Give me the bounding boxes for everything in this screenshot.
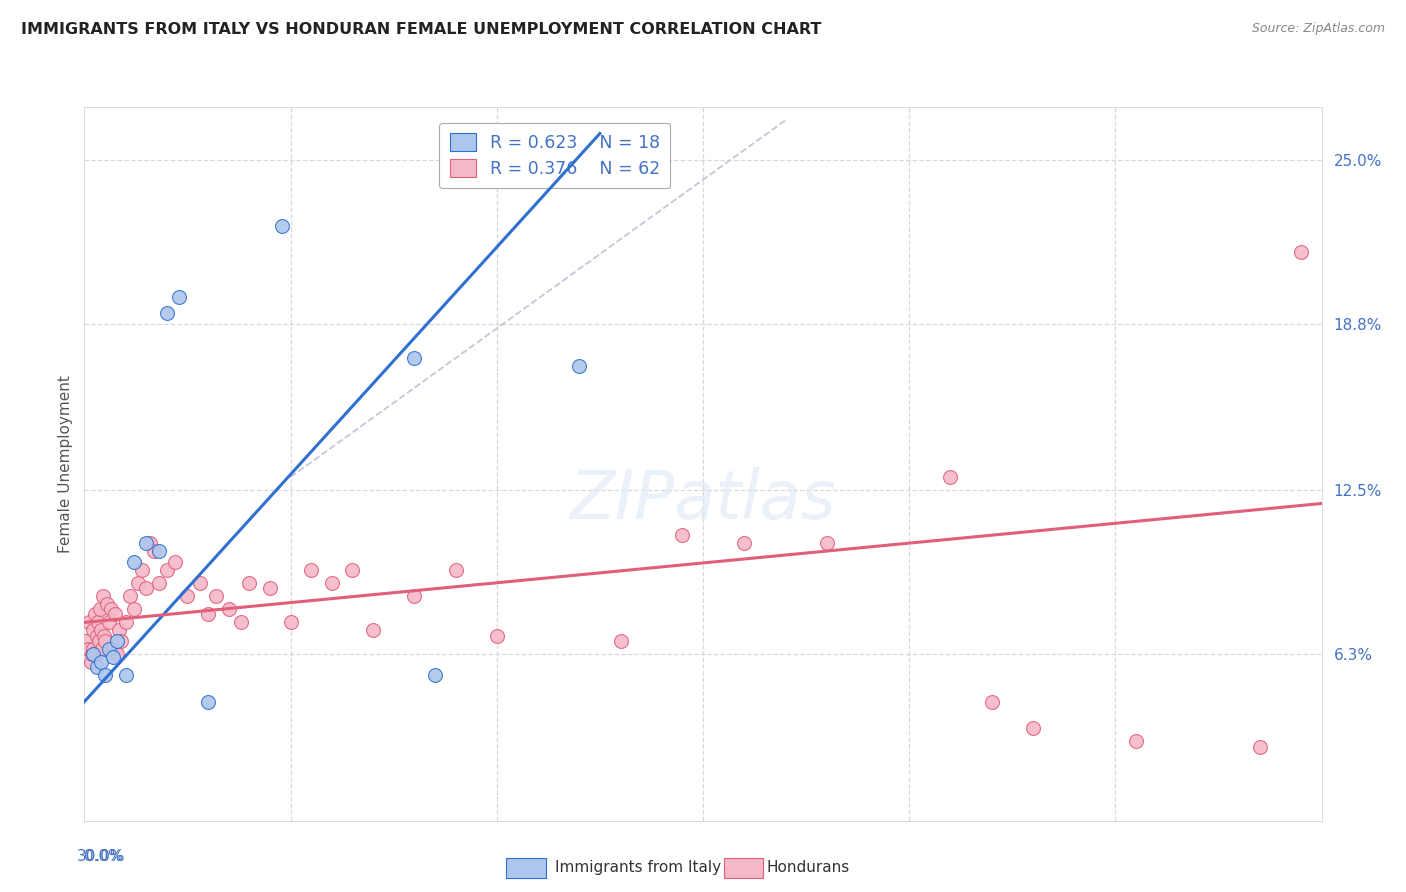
Point — [105, 634, 128, 648]
Point — [205, 589, 228, 603]
Point — [82, 647, 104, 661]
Point — [148, 544, 170, 558]
Y-axis label: Female Unemployment: Female Unemployment — [58, 375, 73, 553]
Legend: R = 0.623    N = 18, R = 0.376    N = 62: R = 0.623 N = 18, R = 0.376 N = 62 — [440, 123, 671, 188]
Point — [90, 655, 112, 669]
Point — [280, 615, 302, 630]
Point — [197, 695, 219, 709]
Point — [143, 544, 166, 558]
Point — [568, 359, 591, 373]
Point — [86, 660, 108, 674]
Point — [176, 589, 198, 603]
Text: 30.0%: 30.0% — [77, 849, 125, 864]
Point — [218, 602, 240, 616]
Point — [114, 615, 136, 630]
Point — [103, 649, 125, 664]
Point — [1289, 245, 1312, 260]
Point — [609, 634, 631, 648]
Point — [165, 555, 187, 569]
Point — [87, 634, 110, 648]
Text: Source: ZipAtlas.com: Source: ZipAtlas.com — [1251, 22, 1385, 36]
Point — [90, 641, 112, 656]
Point — [98, 615, 121, 630]
Point — [156, 306, 179, 320]
Point — [1125, 734, 1147, 748]
Point — [197, 607, 219, 622]
Point — [131, 563, 153, 577]
Point — [122, 555, 145, 569]
Point — [105, 647, 128, 661]
Point — [86, 615, 108, 630]
Point — [84, 647, 107, 661]
Point — [114, 668, 136, 682]
Point — [404, 351, 426, 365]
Point — [110, 634, 132, 648]
Point — [139, 536, 162, 550]
Point — [86, 629, 108, 643]
Point — [259, 581, 281, 595]
Point — [108, 624, 131, 638]
Text: ZIPatlas: ZIPatlas — [569, 467, 837, 533]
Point — [90, 624, 112, 638]
Point — [671, 528, 693, 542]
Point — [83, 607, 105, 622]
Point — [103, 641, 125, 656]
Point — [1022, 721, 1045, 735]
Text: Hondurans: Hondurans — [766, 860, 849, 874]
Point — [93, 629, 115, 643]
Point — [1249, 739, 1271, 754]
Point — [238, 575, 260, 590]
Point — [980, 695, 1002, 709]
Point — [118, 589, 141, 603]
Point — [404, 589, 426, 603]
Point — [98, 641, 121, 656]
Point — [733, 536, 755, 550]
Point — [82, 641, 104, 656]
Point — [104, 607, 127, 622]
Point — [82, 624, 104, 638]
Point — [91, 589, 114, 603]
Point — [299, 563, 322, 577]
Point — [79, 615, 101, 630]
Point — [127, 575, 149, 590]
Point — [423, 668, 446, 682]
Point — [80, 647, 103, 661]
Point — [135, 581, 157, 595]
Point — [94, 634, 117, 648]
Point — [188, 575, 211, 590]
Text: 0.0%: 0.0% — [84, 849, 124, 864]
Point — [75, 634, 97, 648]
Point — [96, 597, 118, 611]
Text: Immigrants from Italy: Immigrants from Italy — [555, 860, 721, 874]
Point — [79, 655, 101, 669]
Point — [94, 668, 117, 682]
Text: IMMIGRANTS FROM ITALY VS HONDURAN FEMALE UNEMPLOYMENT CORRELATION CHART: IMMIGRANTS FROM ITALY VS HONDURAN FEMALE… — [21, 22, 821, 37]
Point — [342, 563, 364, 577]
Point — [122, 602, 145, 616]
Point — [89, 602, 111, 616]
Point — [229, 615, 252, 630]
Point — [444, 563, 467, 577]
Point — [156, 563, 179, 577]
Point — [815, 536, 838, 550]
Point — [271, 219, 294, 233]
Point — [167, 290, 190, 304]
Point — [135, 536, 157, 550]
Point — [100, 602, 122, 616]
Point — [321, 575, 343, 590]
Point — [77, 641, 100, 656]
Point — [939, 470, 962, 484]
Point — [485, 629, 508, 643]
Point — [361, 624, 384, 638]
Point — [148, 575, 170, 590]
